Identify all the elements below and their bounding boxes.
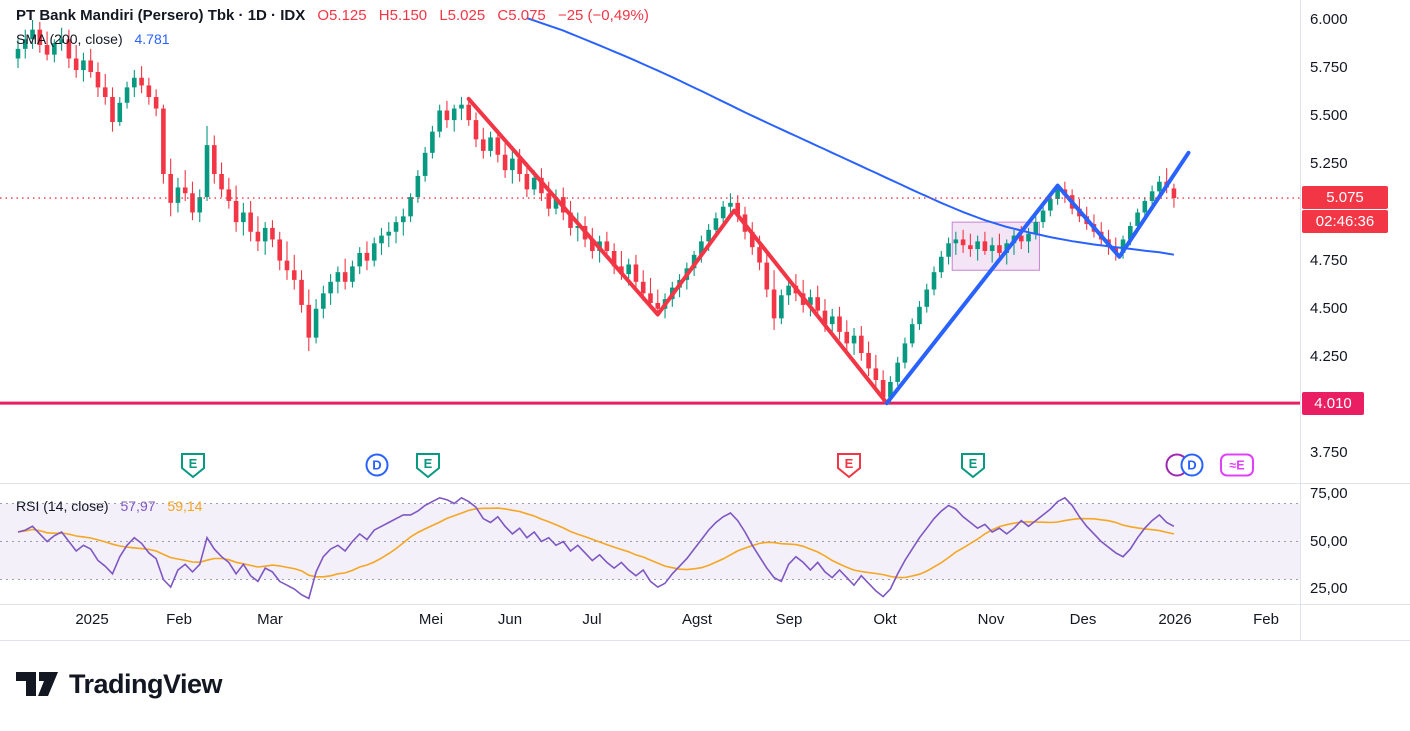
rsi-label: RSI (14, close) [16, 498, 109, 514]
dividend-marker[interactable]: D [363, 452, 391, 484]
time-label: Feb [1253, 611, 1279, 628]
ohlc-close: C5.075 [497, 7, 546, 24]
time-label: 2026 [1158, 611, 1192, 628]
rsi-value: 57,97 [120, 498, 156, 514]
tradingview-logo[interactable]: TradingView [14, 664, 223, 704]
time-axis-bottom-border [0, 640, 1410, 641]
earnings-marker[interactable]: E [414, 452, 442, 484]
price-tick: 6.000 [1310, 11, 1348, 28]
rsi-ma-value: 59,14 [167, 498, 203, 514]
tradingview-logo-icon [16, 672, 58, 696]
time-label: Agst [681, 611, 713, 628]
svg-text:E: E [845, 456, 854, 471]
bar-countdown-badge: 02:46:36 [1302, 210, 1388, 234]
sma-label: SMA (200, close) [16, 31, 123, 47]
earnings-marker[interactable]: E [835, 452, 863, 484]
pane-separator[interactable] [0, 483, 1410, 484]
price-chart-canvas[interactable] [0, 0, 1300, 641]
price-tick: 5.750 [1310, 59, 1348, 77]
rsi-ma-line[interactable] [17, 507, 1175, 579]
ohlc-open: O5.125 [317, 7, 367, 24]
time-label: Nov [977, 611, 1005, 628]
rsi-tick: 25,00 [1310, 580, 1348, 597]
time-label: Des [1069, 611, 1097, 628]
time-label: Jun [497, 611, 523, 628]
price-tick: 4.500 [1310, 299, 1348, 317]
support-level-badge: 4.010 [1302, 392, 1364, 416]
earnings-marker[interactable]: E [959, 452, 987, 484]
rsi-tick: 75,00 [1310, 485, 1348, 502]
price-tick: 3.750 [1310, 444, 1348, 462]
sma-legend[interactable]: SMA (200, close) 4.781 [16, 31, 170, 47]
candles [15, 20, 1177, 404]
rsi-tick: 50,00 [1310, 532, 1348, 550]
time-label: 2025 [75, 611, 109, 628]
earnings-marker[interactable]: E [179, 452, 207, 484]
svg-text:E: E [424, 456, 433, 471]
price-tick: 4.250 [1310, 347, 1348, 365]
rsi-legend[interactable]: RSI (14, close) 57,97 59,14 [16, 498, 202, 514]
price-tick: 5.250 [1310, 155, 1348, 173]
rsi-line[interactable] [17, 496, 1175, 600]
current-price-badge: 5.075 [1302, 186, 1388, 210]
ohlc-low: L5.025 [439, 7, 486, 24]
time-label: Jul [582, 611, 602, 628]
time-label: Feb [166, 611, 192, 628]
symbol-legend[interactable]: PT Bank Mandiri (Persero) Tbk · 1D · IDX… [16, 7, 649, 24]
svg-text:E: E [969, 456, 978, 471]
svg-text:D: D [1187, 458, 1196, 473]
ohlc-high: H5.150 [378, 7, 428, 24]
instrument-title: PT Bank Mandiri (Persero) Tbk · 1D · IDX [16, 7, 306, 24]
ohlc-change: −25 (−0,49%) [557, 7, 649, 24]
time-label: Mei [418, 611, 444, 628]
dividend-pair-marker[interactable]: D [1164, 452, 1208, 484]
tradingview-logo-text: TradingView [69, 668, 223, 699]
red-zigzag-trendline[interactable] [466, 96, 889, 406]
svg-text:≈E: ≈E [1229, 459, 1244, 473]
rsi-bottom-separator [0, 604, 1410, 605]
time-label: Okt [873, 611, 897, 628]
blue-zigzag-trendline[interactable] [884, 150, 1191, 406]
time-label: Mar [257, 611, 283, 628]
time-label: Sep [775, 611, 803, 628]
svg-text:D: D [372, 458, 381, 473]
price-tick: 5.500 [1310, 107, 1348, 125]
sma-value: 4.781 [134, 31, 170, 47]
estimated-earnings-marker[interactable]: ≈E [1219, 452, 1255, 484]
sma-200-line[interactable] [526, 17, 1175, 256]
price-tick: 4.750 [1310, 251, 1348, 269]
price-axis-separator [1300, 0, 1301, 640]
svg-text:E: E [189, 456, 198, 471]
